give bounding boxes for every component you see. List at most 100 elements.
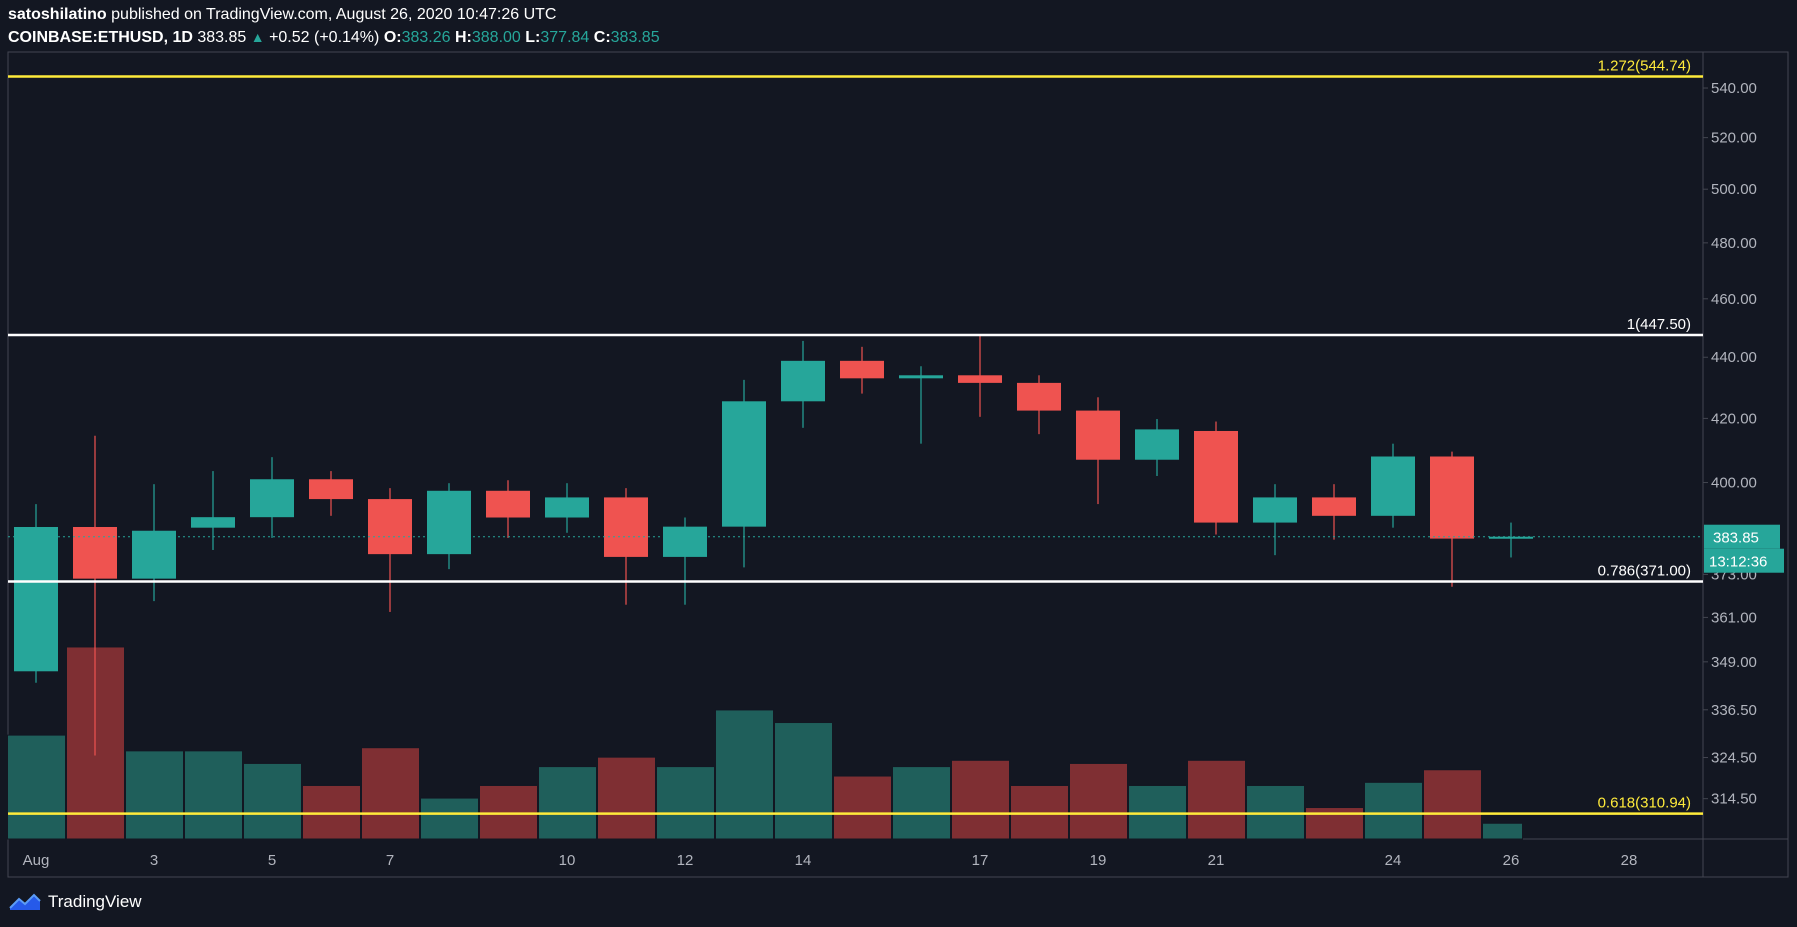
time-tick-label: 26 <box>1503 852 1520 869</box>
time-tick-label: Aug <box>23 852 50 869</box>
volume-bar <box>479 784 538 840</box>
last-price: 383.85 <box>197 29 247 46</box>
price-change: +0.52 (+0.14%) <box>269 29 380 46</box>
volume-bar <box>892 766 951 840</box>
candle-body <box>309 479 353 500</box>
volume-bar <box>420 797 479 840</box>
volume-bar <box>951 759 1010 840</box>
candle-body <box>14 526 58 672</box>
price-tick-label: 440.00 <box>1711 349 1757 366</box>
high-value: 388.00 <box>471 29 521 46</box>
price-tick-label: 420.00 <box>1711 410 1757 427</box>
volume-bar <box>1305 807 1364 840</box>
volume-bar <box>184 750 243 840</box>
time-tick-label: 10 <box>559 852 576 869</box>
open-label: O: <box>383 29 402 46</box>
candle-body <box>840 360 884 379</box>
time-tick-label: 28 <box>1621 852 1638 869</box>
candle-body <box>1312 497 1356 516</box>
price-tick-label: 400.00 <box>1711 475 1757 492</box>
high-label: H: <box>454 29 472 46</box>
time-tick-label: 14 <box>795 852 812 869</box>
price-tick-label: 336.50 <box>1711 702 1757 719</box>
candle-body <box>545 497 589 518</box>
candle-body <box>722 401 766 527</box>
volume-bar <box>302 784 361 840</box>
last-price-tag <box>1704 524 1780 549</box>
price-tick-label: 314.50 <box>1711 791 1757 808</box>
time-tick-label: 3 <box>150 852 158 869</box>
candle-body <box>1253 497 1297 523</box>
candle-body <box>1371 456 1415 516</box>
candle-body <box>899 375 943 379</box>
price-tick-label: 361.00 <box>1711 609 1757 626</box>
candle-body <box>1430 456 1474 539</box>
volume-bar <box>1010 784 1069 840</box>
volume-bar <box>597 756 656 840</box>
candle-body <box>1135 429 1179 460</box>
candle-body <box>427 490 471 555</box>
price-tick-label: 480.00 <box>1711 235 1757 252</box>
countdown-tag-label: 13:12:36 <box>1709 554 1767 571</box>
volume-bar <box>125 750 184 840</box>
time-tick-label: 17 <box>972 852 989 869</box>
volume-bar <box>1246 784 1305 840</box>
fib-level-label: 0.618(310.94) <box>1598 795 1691 812</box>
time-tick-label: 12 <box>677 852 694 869</box>
symbol-legend: COINBASE:ETHUSD, 1D 383.85 ▲ +0.52 (+0.1… <box>8 29 660 47</box>
candle-body <box>1017 382 1061 411</box>
price-tick-label: 460.00 <box>1711 291 1757 308</box>
fib-level-label: 1(447.50) <box>1627 316 1691 333</box>
volume-bar <box>1187 759 1246 840</box>
time-tick-label: 24 <box>1385 852 1402 869</box>
candle-body <box>781 360 825 402</box>
time-tick-label: 5 <box>268 852 276 869</box>
candle-body <box>663 526 707 557</box>
tradingview-brand[interactable]: TradingView <box>8 891 142 913</box>
volume-bar <box>538 766 597 840</box>
price-tick-label: 324.50 <box>1711 750 1757 767</box>
open-value: 383.26 <box>401 29 451 46</box>
volume-bar <box>7 734 66 840</box>
up-arrow-icon: ▲ <box>250 29 265 45</box>
volume-bar <box>774 722 833 840</box>
volume-bar <box>243 762 302 840</box>
fib-level-label: 0.786(371.00) <box>1598 562 1691 579</box>
time-tick-label: 21 <box>1208 852 1225 869</box>
publish-info: satoshilatino published on TradingView.c… <box>8 6 556 24</box>
candle-body <box>1489 536 1533 539</box>
volume-bar <box>1423 769 1482 840</box>
volume-bar <box>1482 822 1523 840</box>
last-price-tag-label: 383.85 <box>1713 530 1759 547</box>
volume-bar <box>1128 784 1187 840</box>
symbol-label[interactable]: COINBASE:ETHUSD, 1D <box>8 29 193 46</box>
time-tick-label: 7 <box>386 852 394 869</box>
chart-outer-border <box>7 51 1789 878</box>
author-name[interactable]: satoshilatino <box>8 6 107 23</box>
brand-name: TradingView <box>48 892 142 911</box>
fib-level-label: 1.272(544.74) <box>1598 58 1691 75</box>
time-tick-label: 19 <box>1090 852 1107 869</box>
candle-body <box>73 526 117 579</box>
volume-bar <box>1364 781 1423 840</box>
volume-bar <box>833 775 892 840</box>
close-value: 383.85 <box>610 29 660 46</box>
low-label: L: <box>525 29 541 46</box>
tradingview-logo-icon <box>9 893 41 910</box>
volume-bar <box>361 747 420 840</box>
price-tick-label: 520.00 <box>1711 130 1757 147</box>
candle-body <box>132 530 176 579</box>
price-tick-label: 500.00 <box>1711 181 1757 198</box>
candle-body <box>958 375 1002 383</box>
candle-body <box>250 479 294 518</box>
candle-body <box>368 499 412 555</box>
candle-body <box>191 517 235 528</box>
low-value: 377.84 <box>540 29 590 46</box>
candle-body <box>604 497 648 557</box>
price-tick-label: 540.00 <box>1711 80 1757 97</box>
close-label: C: <box>593 29 611 46</box>
volume-bar <box>656 766 715 840</box>
plot-border <box>7 51 1704 840</box>
candle-body <box>486 490 530 518</box>
